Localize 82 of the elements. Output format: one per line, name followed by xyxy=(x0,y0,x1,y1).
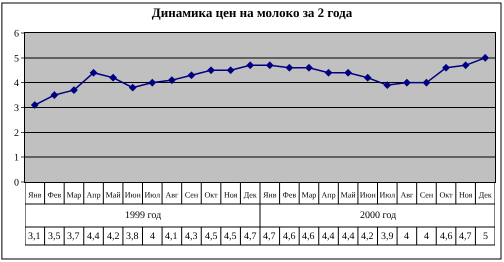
data-label: 4,6 xyxy=(302,231,314,242)
point xyxy=(324,68,332,77)
data-label: 4,4 xyxy=(322,231,334,242)
x-tick-label: Дек xyxy=(244,190,257,200)
point xyxy=(246,61,254,70)
text: 2000 год xyxy=(360,210,396,221)
data-label: 4,2 xyxy=(107,231,120,242)
point xyxy=(305,64,313,72)
data-label: 4,6 xyxy=(283,231,296,242)
data-label: 4,3 xyxy=(185,231,198,242)
x-tick-label: Июн xyxy=(124,190,142,200)
y-tick-label: 4 xyxy=(14,78,19,90)
x-tick-label: Окт xyxy=(204,190,218,200)
y-tick-label: 0 xyxy=(14,178,19,188)
x-tick-label: Сен xyxy=(420,190,434,200)
x-tick-label: Ноя xyxy=(458,190,473,200)
chart-title: Динамика цен на молоко за 2 года xyxy=(152,5,353,20)
x-tick-label: Окт xyxy=(440,190,454,200)
point xyxy=(109,74,118,82)
x-tick-label: Май xyxy=(106,190,122,200)
point xyxy=(364,74,372,82)
data-label: 3,9 xyxy=(381,231,394,242)
point xyxy=(148,78,156,87)
data-label: 3,8 xyxy=(126,231,138,242)
x-tick-label: Сен xyxy=(184,190,199,200)
point xyxy=(383,81,392,90)
point xyxy=(481,54,490,62)
x-tick-label: Июл xyxy=(144,190,160,200)
x-tick-label: Мар xyxy=(302,190,316,200)
y-tick-label: 6 xyxy=(14,28,19,40)
x-tick-label: Апр xyxy=(86,190,101,200)
point xyxy=(50,91,58,99)
data-label: 4,1 xyxy=(165,231,178,242)
data-label: 4,6 xyxy=(440,231,452,242)
point xyxy=(30,101,39,109)
point xyxy=(168,76,176,84)
point xyxy=(207,66,215,74)
data-label: 4,2 xyxy=(361,231,374,242)
x-tick-label: Янв xyxy=(263,190,277,200)
data-label: 3,1 xyxy=(28,231,40,242)
x-tick-label: Июн xyxy=(360,190,376,200)
data-label: 4,5 xyxy=(224,231,236,242)
y-tick-label: 1 xyxy=(14,152,19,164)
x-tick-label: Авг xyxy=(165,190,180,200)
point xyxy=(188,71,196,80)
point xyxy=(226,66,235,74)
data-label: 5 xyxy=(483,231,488,242)
point xyxy=(422,78,430,87)
data-label: 4,7 xyxy=(244,231,256,242)
x-tick-label: Ноя xyxy=(224,190,238,200)
data-label: 4 xyxy=(150,231,155,242)
point xyxy=(462,61,470,70)
y-tick-label: 3 xyxy=(14,103,19,114)
x-tick-label: Июл xyxy=(380,190,396,200)
x-tick-label: Май xyxy=(340,190,356,200)
point xyxy=(402,78,411,87)
point xyxy=(128,84,137,92)
x-tick-label: Янв xyxy=(28,190,42,200)
x-tick-label: Авг xyxy=(400,190,414,200)
y-tick-label: 5 xyxy=(14,53,19,64)
data-label: 3,5 xyxy=(48,231,60,242)
x-tick-label: Апр xyxy=(322,190,336,200)
data-label: 3,7 xyxy=(67,231,80,242)
point xyxy=(90,68,98,77)
y-tick-label: 2 xyxy=(14,128,19,139)
data-label: 4,4 xyxy=(87,231,100,242)
data-label: 4 xyxy=(424,231,429,242)
x-tick-label: Дек xyxy=(478,190,492,200)
data-label: 4 xyxy=(404,231,409,242)
point xyxy=(266,61,274,70)
text: 1999 год xyxy=(125,210,162,221)
x-tick-label: Фев xyxy=(282,190,296,200)
x-tick-label: Фев xyxy=(48,190,62,200)
data-label: 4,7 xyxy=(263,231,276,242)
point xyxy=(344,68,352,77)
point xyxy=(285,64,294,72)
data-label: 4,4 xyxy=(342,231,354,242)
x-tick-label: Мар xyxy=(66,190,82,200)
data-label: 4,7 xyxy=(459,231,472,242)
point xyxy=(70,86,78,94)
point xyxy=(442,64,450,72)
data-label: 4,5 xyxy=(205,231,218,242)
